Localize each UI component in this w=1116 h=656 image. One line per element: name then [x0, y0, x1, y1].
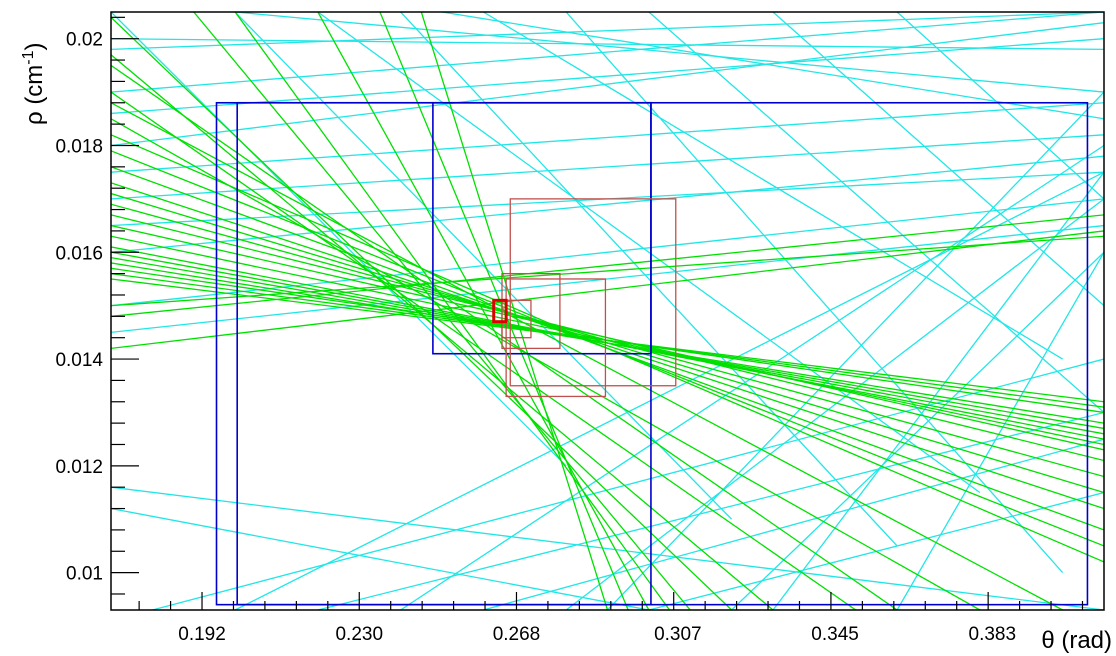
cyan-curve [111, 12, 1104, 93]
y-axis: 0.01 0.012 0.014 0.016 0.018 0.02 [55, 16, 139, 595]
y-tick-label: 0.018 [55, 136, 103, 157]
best-box [492, 298, 508, 324]
box-layer [215, 101, 1089, 606]
cyan-curve [235, 12, 1104, 93]
y-tick-label: 0.02 [66, 30, 103, 51]
cyan-curve [111, 12, 1104, 51]
green-curve [111, 235, 1104, 307]
cyan-curve [400, 12, 898, 547]
cyan-curve [234, 171, 1104, 610]
cyan-curve [772, 12, 1104, 307]
cyan-curve [317, 411, 1104, 610]
cyan-curve [111, 22, 1104, 147]
cyan-curve [111, 38, 1104, 51]
y-axis-title: ρ (cm-1) [20, 42, 48, 125]
y-tick-label: 0.016 [55, 243, 103, 264]
blue-box [236, 101, 1089, 606]
cyan-curve [111, 486, 1104, 610]
green-curve [193, 12, 691, 610]
cyan-curve [648, 12, 1104, 413]
cyan-curve [111, 155, 1104, 253]
green-curve [111, 102, 1063, 610]
x-tick-label: 0.268 [493, 624, 541, 645]
x-tick-label: 0.345 [811, 624, 859, 645]
cyan-curve [111, 224, 1104, 334]
x-axis: 0.192 0.230 0.268 0.307 0.345 0.383 [138, 592, 1084, 645]
green-curve [111, 203, 1104, 478]
green-curve [317, 12, 650, 610]
cyan-curve [483, 12, 1063, 360]
green-curve [111, 230, 1104, 350]
cyan-curve [234, 12, 733, 520]
cyan-curve [111, 38, 1104, 115]
cyan-curve [483, 438, 1104, 610]
green-curve [111, 54, 774, 610]
cyan-curve [896, 251, 1104, 610]
cyan-curve [896, 12, 1104, 200]
green-curve [111, 134, 1104, 563]
green-curve [111, 91, 857, 610]
green-curve [111, 192, 1104, 494]
x-tick-label: 0.230 [335, 624, 383, 645]
cyan-curve [400, 144, 1104, 610]
x-tick-label: 0.383 [969, 624, 1017, 645]
cyan-curve [441, 12, 1104, 120]
cyan-curve [111, 102, 1104, 173]
y-tick-label: 0.014 [55, 350, 103, 371]
green-curve [111, 16, 733, 610]
green-curve [111, 214, 1104, 462]
green-curve [111, 182, 1104, 510]
cyan-curve [772, 171, 1104, 610]
green-curve [234, 12, 671, 610]
plot-frame [110, 11, 1105, 611]
green-curve [420, 12, 609, 610]
cyan-curve [607, 91, 1104, 610]
cyan-curve [111, 134, 1104, 200]
y-tick-label: 0.012 [55, 457, 103, 478]
green-curve [111, 118, 981, 610]
cyan-curve [731, 251, 1104, 610]
cyan-curve [565, 198, 1104, 610]
red-box [501, 299, 532, 339]
x-tick-label: 0.192 [178, 624, 226, 645]
green-curve [111, 214, 1104, 317]
y-tick-label: 0.01 [66, 564, 103, 585]
x-tick-label: 0.307 [654, 624, 702, 645]
cyan-curve [111, 198, 1104, 307]
curve-layer [111, 12, 1104, 610]
green-curve [379, 12, 629, 610]
cyan-curve [111, 12, 567, 467]
red-box [509, 198, 677, 387]
cyan-curve [565, 12, 1064, 574]
cyan-curve [111, 507, 649, 610]
x-axis-title: θ (rad) [1041, 627, 1112, 654]
